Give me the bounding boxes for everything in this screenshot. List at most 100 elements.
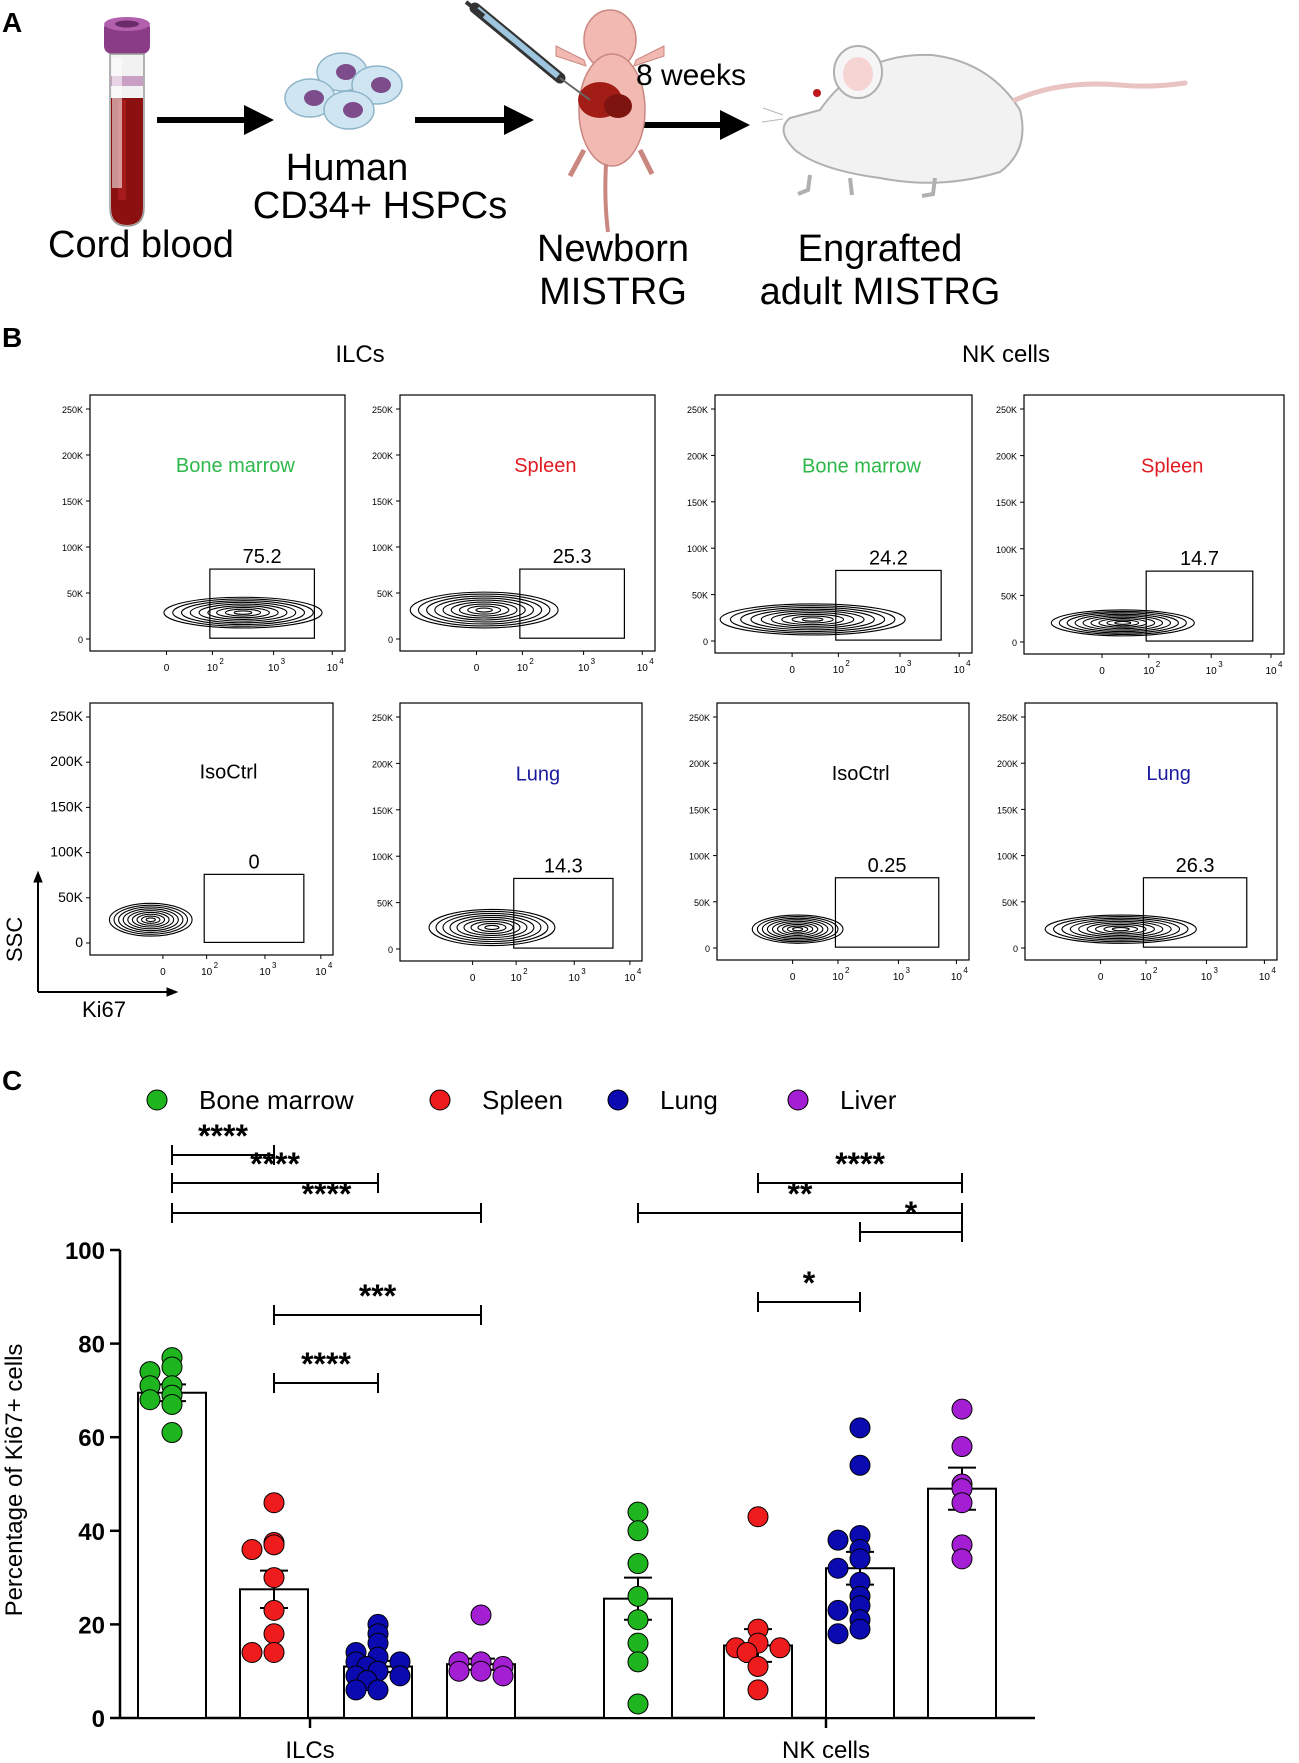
contour-line bbox=[750, 608, 875, 631]
contour-line bbox=[216, 606, 270, 619]
y-tick-label: 80 bbox=[78, 1332, 105, 1359]
axis-key: SSC Ki67 bbox=[2, 870, 179, 1022]
legend: Bone marrow Spleen Lung Liver bbox=[146, 1085, 897, 1115]
x-tick-exponent: 3 bbox=[581, 967, 586, 976]
x-tick-exponent: 2 bbox=[529, 657, 534, 666]
y-tick-label: 50K bbox=[377, 589, 393, 599]
data-point bbox=[951, 1436, 973, 1458]
legend-marker-spleen bbox=[429, 1089, 451, 1111]
contour-line bbox=[1058, 610, 1187, 635]
contour-line bbox=[417, 593, 551, 627]
y-axis-title: Percentage of Ki67+ cells bbox=[1, 1344, 28, 1617]
contour-line bbox=[1111, 927, 1130, 932]
bar-bone-marrow-ilcs bbox=[137, 1391, 207, 1719]
x-tick-exponent: 2 bbox=[845, 659, 850, 668]
contour-line bbox=[761, 917, 834, 941]
contour-line bbox=[145, 917, 156, 923]
x-tick-label: 10 bbox=[832, 972, 844, 983]
contour-line bbox=[442, 599, 526, 621]
ilcs-group-title: ILCs bbox=[335, 341, 384, 368]
x-tick-label: 0 bbox=[470, 973, 476, 984]
contour-line bbox=[1066, 612, 1179, 634]
gate-percentage: 14.7 bbox=[1180, 548, 1219, 570]
x-tick-exponent: 3 bbox=[591, 657, 596, 666]
data-point bbox=[367, 1679, 389, 1701]
axis-key-ssc: SSC bbox=[2, 917, 27, 962]
x-tick-label: 10 bbox=[201, 967, 213, 978]
y-tick-label: 250K bbox=[996, 405, 1017, 415]
contour-line bbox=[189, 601, 297, 624]
significance-bracket-i4: *** bbox=[273, 1278, 482, 1325]
x-tick-label: 10 bbox=[954, 665, 966, 676]
contour-line bbox=[450, 601, 518, 619]
panel-b-label: B bbox=[2, 322, 22, 353]
gate-rectangle bbox=[519, 568, 625, 639]
x-tick-label: 10 bbox=[893, 972, 905, 983]
gate-percentage: 14.3 bbox=[544, 855, 583, 877]
significance-label: *** bbox=[359, 1278, 397, 1314]
contour-line bbox=[463, 918, 521, 937]
data-point bbox=[849, 1417, 871, 1439]
x-category-label: NK cells bbox=[782, 1737, 870, 1763]
contour-line bbox=[1050, 609, 1195, 637]
tissue-label: Lung bbox=[1146, 763, 1191, 785]
contour-line bbox=[756, 916, 839, 943]
x-tick-label: 10 bbox=[1265, 666, 1277, 677]
y-tick-label: 100K bbox=[50, 844, 83, 860]
plot-frame bbox=[716, 702, 970, 961]
x-tick-exponent: 3 bbox=[1213, 966, 1218, 975]
x-tick-exponent: 3 bbox=[905, 966, 910, 975]
contour-line bbox=[449, 914, 535, 941]
gate-rectangle bbox=[834, 877, 940, 948]
axis-key-ki67: Ki67 bbox=[82, 997, 126, 1022]
x-tick-label: 10 bbox=[1259, 972, 1271, 983]
y-tick-label: 250K bbox=[50, 708, 83, 724]
y-tick-label: 0 bbox=[1013, 944, 1018, 954]
contour-line bbox=[470, 920, 514, 935]
y-tick-label: 100K bbox=[372, 543, 393, 553]
significance-label: **** bbox=[835, 1146, 885, 1182]
significance-label: * bbox=[803, 1265, 816, 1301]
contour-line bbox=[1074, 613, 1172, 633]
y-tick-label: 100K bbox=[689, 852, 710, 862]
contour-line bbox=[791, 615, 834, 624]
tissue-label: Lung bbox=[516, 763, 561, 785]
contour-line bbox=[770, 612, 855, 627]
y-tick-label: 0 bbox=[92, 1706, 105, 1733]
x-tick-exponent: 2 bbox=[523, 967, 528, 976]
contour-line bbox=[458, 603, 510, 617]
significance-label: **** bbox=[302, 1176, 352, 1212]
contour-line bbox=[766, 919, 829, 940]
legend-label: Lung bbox=[660, 1085, 718, 1115]
y-tick-label: 50K bbox=[67, 589, 83, 599]
contour-line bbox=[801, 617, 824, 622]
x-tick-label: 10 bbox=[624, 973, 636, 984]
x-tick-label: 10 bbox=[327, 663, 339, 674]
data-point bbox=[747, 1656, 769, 1678]
gate-percentage: 0 bbox=[248, 851, 259, 873]
contour-line bbox=[484, 924, 500, 931]
contour-line bbox=[751, 914, 844, 944]
y-tick-label: 100 bbox=[65, 1238, 105, 1265]
y-tick-label: 100K bbox=[996, 545, 1017, 555]
contour-line bbox=[719, 603, 906, 636]
data-point bbox=[161, 1393, 183, 1415]
data-point bbox=[263, 1641, 285, 1663]
x-tick-exponent: 4 bbox=[328, 961, 333, 970]
y-tick-label: 200K bbox=[996, 452, 1017, 462]
data-point bbox=[241, 1539, 263, 1561]
data-point bbox=[627, 1632, 649, 1654]
contour-line bbox=[456, 916, 528, 939]
x-tick-exponent: 3 bbox=[272, 961, 277, 970]
adult-label-line1: Engrafted bbox=[798, 228, 963, 270]
panel-a-label: A bbox=[2, 7, 22, 38]
contour-line bbox=[172, 598, 314, 627]
y-tick-label: 150K bbox=[372, 497, 393, 507]
x-tick-label: 0 bbox=[1098, 972, 1104, 983]
x-tick-label: 10 bbox=[833, 665, 845, 676]
y-tick-label: 150K bbox=[50, 798, 83, 814]
